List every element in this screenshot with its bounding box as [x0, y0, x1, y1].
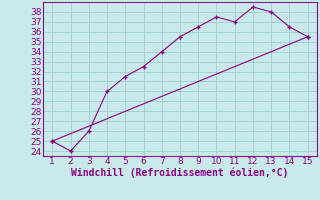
- X-axis label: Windchill (Refroidissement éolien,°C): Windchill (Refroidissement éolien,°C): [71, 168, 289, 178]
